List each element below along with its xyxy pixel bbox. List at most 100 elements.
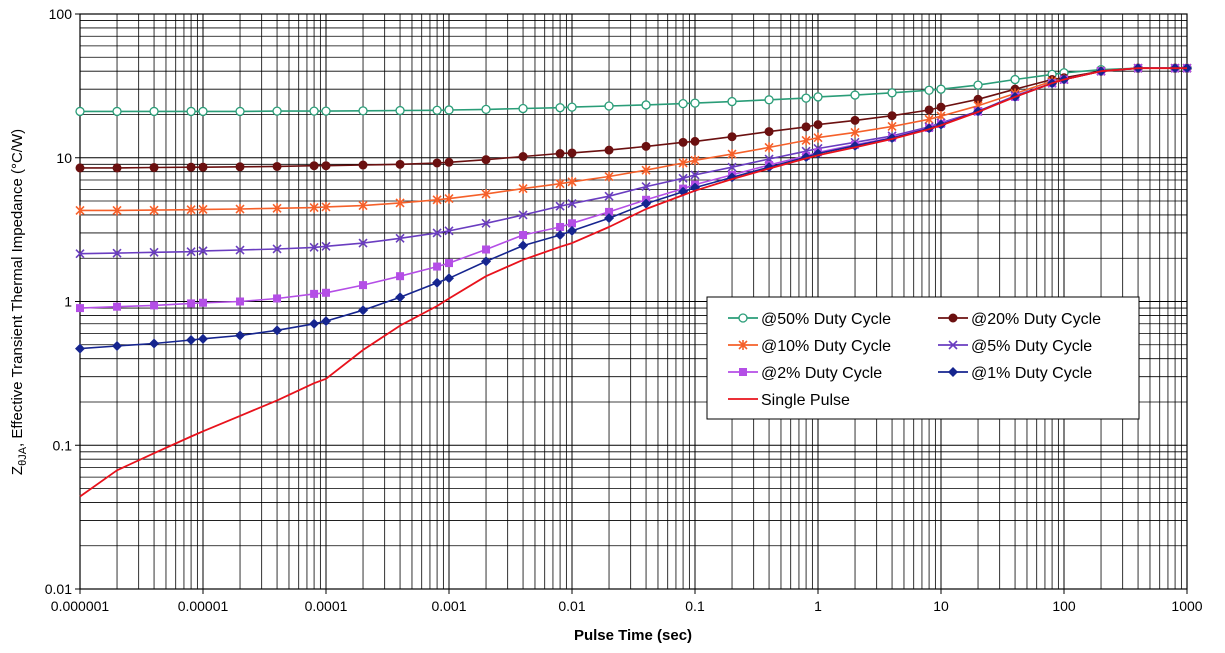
- data-point: [887, 88, 897, 98]
- data-point: [518, 240, 529, 251]
- data-point: [850, 115, 860, 125]
- y-axis-ticks: 0.01 0.1 1 10 100: [45, 6, 80, 597]
- x-tick-label: 0.000001: [51, 598, 110, 614]
- data-point: [186, 334, 197, 345]
- data-point: [272, 106, 282, 116]
- x-tick-label: 0.1: [685, 598, 705, 614]
- data-point: [444, 157, 454, 167]
- data-point: [198, 162, 208, 172]
- data-point: [518, 210, 528, 220]
- y-tick-label: 0.1: [53, 437, 73, 453]
- data-point: [198, 106, 208, 117]
- y-tick-label: 100: [49, 6, 73, 22]
- data-point: [555, 201, 565, 211]
- data-point: [567, 102, 577, 112]
- data-point: [235, 106, 245, 117]
- legend-item: @50% Duty Cycle: [728, 311, 891, 328]
- data-point: [321, 241, 331, 251]
- data-point: [432, 194, 442, 205]
- data-point: [309, 106, 319, 116]
- data-point: [395, 105, 405, 116]
- data-point: [481, 155, 491, 165]
- data-point: [727, 96, 737, 107]
- data-point: [309, 202, 319, 213]
- data-point: [604, 171, 614, 182]
- data-point: [678, 157, 688, 168]
- data-point: [555, 178, 565, 189]
- data-point: [567, 176, 577, 187]
- data-point: [678, 137, 688, 147]
- legend-label: @50% Duty Cycle: [761, 311, 891, 328]
- data-point: [149, 163, 159, 173]
- data-point: [973, 80, 983, 90]
- data-point: [936, 111, 946, 122]
- legend-marker: [948, 340, 958, 350]
- data-point: [273, 294, 282, 303]
- data-point: [641, 198, 652, 209]
- data-point: [813, 120, 823, 130]
- data-point: [235, 330, 246, 341]
- series-layer: [75, 63, 1192, 498]
- legend-label: @1% Duty Cycle: [971, 365, 1092, 382]
- data-point: [75, 205, 85, 216]
- data-point: [321, 161, 331, 171]
- data-point: [801, 93, 811, 103]
- data-point: [321, 316, 331, 327]
- data-point: [309, 242, 319, 252]
- data-point: [641, 141, 651, 151]
- legend-label: @2% Duty Cycle: [761, 365, 882, 382]
- y-axis-label-rest: , Effective Transient Thermal Impedance …: [9, 129, 26, 447]
- data-point: [76, 304, 84, 313]
- data-point: [678, 98, 688, 109]
- data-point: [444, 273, 454, 284]
- data-point: [924, 85, 934, 95]
- legend-label: @20% Duty Cycle: [971, 311, 1101, 328]
- data-point: [764, 142, 774, 153]
- data-point: [604, 101, 614, 111]
- data-point: [112, 163, 122, 173]
- data-point: [432, 105, 442, 115]
- data-point: [444, 105, 454, 115]
- data-point: [887, 121, 897, 132]
- data-point: [936, 102, 946, 112]
- x-tick-label: 100: [1052, 598, 1076, 614]
- data-point: [604, 213, 615, 224]
- data-point: [1010, 74, 1020, 85]
- data-point: [568, 219, 576, 228]
- data-point: [396, 272, 405, 281]
- data-point: [567, 225, 577, 236]
- data-point: [924, 114, 934, 125]
- data-point: [482, 245, 491, 254]
- data-point: [433, 262, 442, 271]
- data-point: [358, 106, 368, 116]
- data-point: [358, 160, 368, 170]
- data-point: [444, 193, 454, 204]
- data-point: [432, 158, 442, 168]
- data-point: [149, 205, 159, 216]
- x-tick-label: 0.001: [431, 598, 466, 614]
- y-axis-label-subscript: θJA: [17, 446, 29, 466]
- data-point: [236, 297, 245, 306]
- data-point: [604, 145, 614, 155]
- legend-box: [706, 296, 1140, 420]
- legend-item: @20% Duty Cycle: [938, 311, 1101, 328]
- data-point: [801, 122, 811, 132]
- data-point: [186, 162, 196, 172]
- data-point: [518, 152, 528, 162]
- data-point: [112, 248, 122, 258]
- legend-marker: [948, 367, 958, 377]
- data-point: [727, 149, 737, 160]
- data-point: [481, 104, 491, 115]
- data-point: [199, 298, 207, 307]
- data-point: [444, 226, 454, 236]
- data-point: [395, 159, 405, 169]
- x-tick-label: 0.00001: [178, 598, 229, 614]
- data-point: [272, 203, 282, 214]
- data-point: [395, 292, 406, 303]
- x-tick-label: 0.01: [558, 598, 585, 614]
- legend-marker: [948, 313, 958, 323]
- data-point: [272, 161, 282, 171]
- data-point: [678, 173, 688, 183]
- legend-label: Single Pulse: [761, 392, 850, 409]
- data-point: [186, 106, 196, 117]
